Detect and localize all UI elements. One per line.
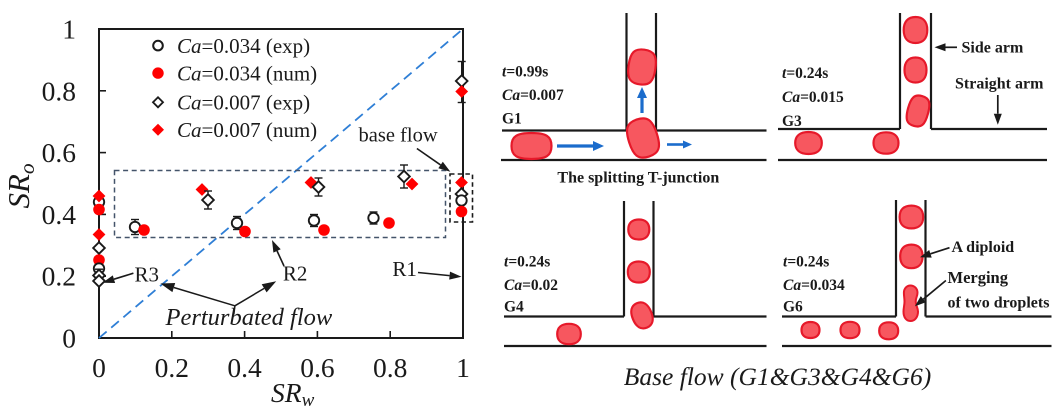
svg-text:t=0.99s: t=0.99s <box>502 64 548 81</box>
svg-text:0.6: 0.6 <box>300 352 334 383</box>
svg-text:G1: G1 <box>502 111 522 128</box>
svg-text:Ca=0.034 (num): Ca=0.034 (num) <box>177 62 317 86</box>
svg-text:1: 1 <box>62 14 76 45</box>
svg-text:0.2: 0.2 <box>155 352 189 383</box>
svg-text:G6: G6 <box>783 299 803 316</box>
svg-text:0.8: 0.8 <box>42 75 76 106</box>
svg-text:t=0.24s: t=0.24s <box>782 65 828 82</box>
svg-text:R3: R3 <box>135 263 160 287</box>
svg-text:Side arm: Side arm <box>962 40 1024 57</box>
svg-text:base flow: base flow <box>359 125 438 147</box>
svg-text:0.4: 0.4 <box>227 352 262 383</box>
svg-text:The splitting T-junction: The splitting T-junction <box>557 170 719 187</box>
svg-text:0: 0 <box>92 352 106 383</box>
svg-text:1: 1 <box>456 352 470 383</box>
svg-text:Ca=0.007 (num): Ca=0.007 (num) <box>177 118 317 142</box>
svg-text:SRw: SRw <box>271 377 315 407</box>
svg-text:t=0.24s: t=0.24s <box>783 254 829 271</box>
svg-text:G4: G4 <box>504 299 524 316</box>
svg-text:of two droplets: of two droplets <box>948 294 1050 311</box>
svg-text:G3: G3 <box>782 113 802 130</box>
svg-text:Base flow (G1&G3&G4&G6): Base flow (G1&G3&G4&G6) <box>624 362 931 391</box>
svg-text:t=0.24s: t=0.24s <box>504 254 550 271</box>
svg-text:Ca=0.007 (exp): Ca=0.007 (exp) <box>177 91 310 115</box>
svg-text:0.2: 0.2 <box>42 261 76 292</box>
svg-text:Straight arm: Straight arm <box>955 76 1044 93</box>
svg-text:R2: R2 <box>283 262 308 286</box>
svg-text:0: 0 <box>62 323 76 354</box>
svg-text:Perturbated flow: Perturbated flow <box>165 304 333 331</box>
svg-text:0.4: 0.4 <box>42 199 77 230</box>
svg-text:0.6: 0.6 <box>42 137 76 168</box>
svg-text:0.8: 0.8 <box>373 352 407 383</box>
svg-text:R1: R1 <box>392 257 417 281</box>
svg-text:Ca=0.007: Ca=0.007 <box>502 87 564 104</box>
svg-text:Ca=0.034: Ca=0.034 <box>783 277 845 294</box>
svg-text:Ca=0.015: Ca=0.015 <box>782 89 844 106</box>
svg-text:A diploid: A diploid <box>952 239 1015 256</box>
svg-text:Ca=0.02: Ca=0.02 <box>504 277 558 294</box>
svg-text:Merging: Merging <box>948 268 1009 287</box>
svg-text:SRo: SRo <box>1 163 39 208</box>
svg-text:Ca=0.034 (exp): Ca=0.034 (exp) <box>177 34 310 58</box>
